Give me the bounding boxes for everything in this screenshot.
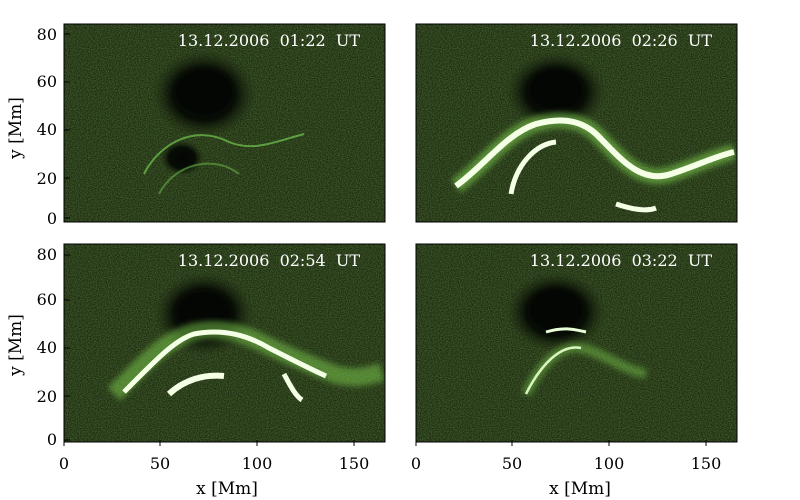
x-tick-label: 100	[594, 454, 625, 473]
flare-ribbon	[451, 112, 736, 213]
timestamp: 13.12.2006 02:26 UT	[530, 31, 713, 50]
panel-3: 13.12.2006 02:54 UT	[63, 243, 386, 443]
timestamp: 13.12.2006 03:22 UT	[530, 251, 713, 270]
flare-ribbon	[107, 320, 385, 403]
y-axis-top: 0 20 40 60 80 y [Mm]	[6, 25, 57, 228]
panel-2: 13.12.2006 02:26 UT	[415, 23, 738, 223]
x-tick-label: 0	[59, 454, 69, 473]
x-axis-left: 0 50 100 150 x [Mm]	[59, 454, 369, 499]
x-tick-label: 150	[339, 454, 370, 473]
y-tick-label: 80	[37, 245, 57, 264]
y-axis-label: y [Mm]	[6, 314, 26, 377]
y-tick-label: 0	[47, 209, 57, 228]
tick-marks	[63, 33, 707, 446]
y-tick-label: 20	[37, 387, 57, 406]
x-tick-label: 50	[502, 454, 522, 473]
panel-1: 13.12.2006 01:22 UT	[63, 23, 386, 223]
y-tick-label: 40	[37, 120, 57, 139]
x-tick-label: 100	[242, 454, 273, 473]
y-tick-label: 0	[47, 430, 57, 449]
timestamp: 13.12.2006 02:54 UT	[178, 251, 361, 270]
x-axis-right: 0 50 100 150 x [Mm]	[411, 454, 721, 499]
y-axis-label: y [Mm]	[6, 97, 26, 160]
x-axis-label: x [Mm]	[196, 479, 258, 499]
timestamp: 13.12.2006 01:22 UT	[178, 31, 361, 50]
x-tick-label: 150	[691, 454, 722, 473]
y-tick-label: 60	[37, 72, 57, 91]
y-tick-label: 60	[37, 290, 57, 309]
y-tick-label: 40	[37, 338, 57, 357]
y-tick-label: 20	[37, 169, 57, 188]
bright-loop	[143, 133, 305, 175]
y-tick-label: 80	[37, 25, 57, 44]
y-axis-bottom: 0 20 40 60 80 y [Mm]	[6, 245, 57, 449]
panel-4: 13.12.2006 03:22 UT	[415, 243, 738, 443]
x-tick-label: 50	[150, 454, 170, 473]
flare-ribbon	[521, 327, 648, 397]
x-tick-label: 0	[411, 454, 421, 473]
x-axis-label: x [Mm]	[549, 479, 611, 499]
